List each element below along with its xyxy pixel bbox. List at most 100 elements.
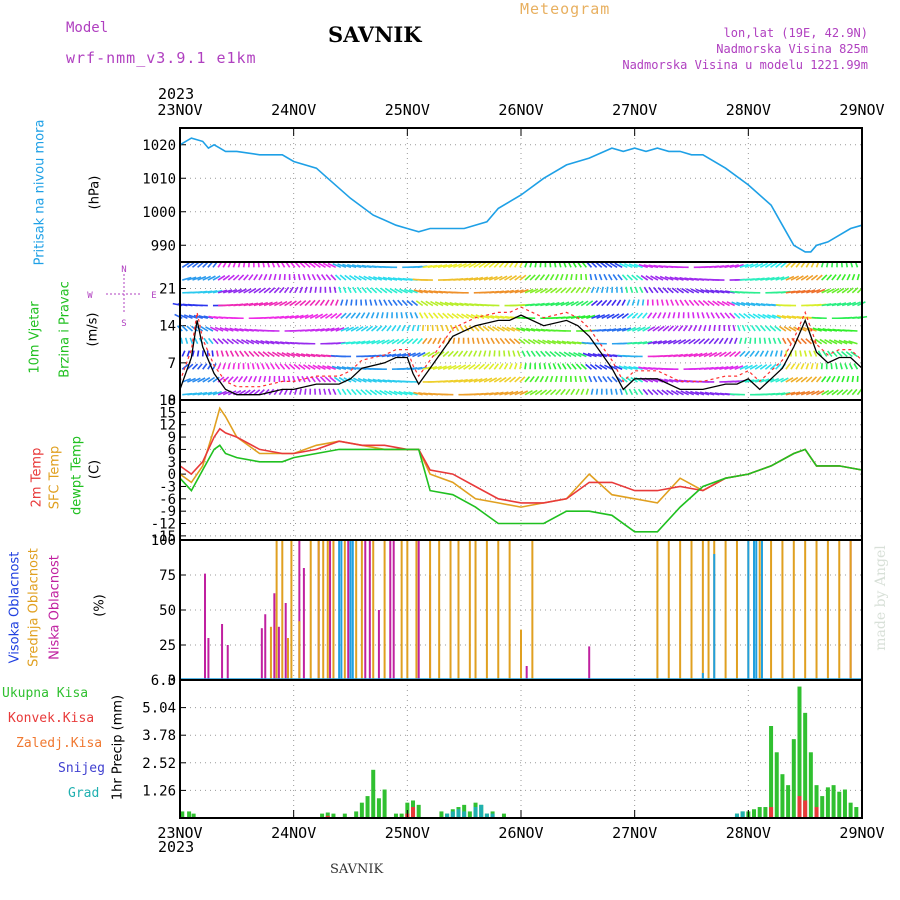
wind-arrow	[626, 327, 637, 332]
wind-arrow	[747, 313, 756, 319]
wind-arrow	[790, 391, 801, 396]
wind-arrow	[406, 324, 411, 332]
x-tick-label-top: 28NOV	[726, 101, 771, 119]
wind-arrow	[496, 326, 505, 332]
wind-arrow	[585, 363, 592, 370]
wind-arrow	[232, 376, 239, 383]
wind-arrow	[212, 289, 223, 294]
precip-bar	[365, 796, 370, 818]
wind-arrow	[270, 340, 280, 345]
wind-arrow	[458, 263, 467, 269]
wind-arrow	[268, 287, 276, 294]
wind-arrow	[696, 312, 700, 319]
wind-arrow	[544, 389, 552, 396]
wind-arrow	[594, 364, 603, 370]
wind-arrow	[626, 312, 634, 319]
y-tick-label: 15	[159, 405, 176, 421]
wind-arrow	[331, 365, 342, 370]
wind-arrow	[816, 274, 823, 281]
wind-arrow	[514, 289, 524, 294]
wind-arrow	[652, 325, 660, 332]
wind-arrow	[673, 353, 683, 358]
wind-arrow	[449, 324, 455, 332]
wind-arrow	[682, 325, 689, 332]
wind-arrow	[463, 262, 472, 269]
wind-arrow	[467, 337, 470, 344]
wind-arrow	[449, 301, 459, 307]
wind-arrow	[248, 274, 254, 281]
wind-arrow	[685, 288, 695, 294]
wind-arrow	[652, 286, 659, 294]
wind-arrow	[488, 261, 496, 268]
wind-arrow	[786, 315, 797, 320]
wind-arrow	[620, 286, 623, 293]
wind-arrow	[846, 287, 854, 294]
wind-arrow	[344, 274, 352, 281]
wind-arrow	[595, 261, 603, 268]
wind-arrow	[391, 325, 397, 332]
wind-arrow	[760, 277, 770, 281]
wind-arrow	[477, 325, 485, 332]
wind-arrow	[565, 388, 571, 396]
wind-arrow	[216, 350, 219, 357]
wind-arrow	[430, 300, 439, 307]
wind-arrow	[325, 327, 335, 332]
wind-arrow	[577, 352, 587, 358]
wind-arrow	[248, 350, 255, 358]
y-tick-label: -15	[151, 529, 176, 545]
wind-arrow	[828, 339, 838, 345]
precip-bar	[325, 815, 330, 818]
y-tick-label: -12	[151, 517, 176, 533]
wind-arrow	[345, 326, 355, 332]
wind-arrow	[376, 325, 383, 332]
precip-bar	[399, 813, 404, 818]
wind-arrow	[183, 314, 193, 320]
wind-arrow	[795, 289, 806, 294]
wind-arrow	[232, 363, 236, 370]
wind-arrow	[851, 287, 859, 294]
y-tick-label: 2.52	[142, 756, 176, 772]
wind-arrow	[284, 315, 294, 320]
wind-arrow	[676, 287, 684, 294]
wind-arrow	[524, 376, 531, 383]
wind-arrow	[708, 351, 718, 358]
wind-arrow	[678, 353, 688, 358]
precip-bar	[825, 787, 830, 818]
wind-arrow	[197, 391, 208, 396]
wind-arrow	[639, 286, 644, 294]
wind-arrow	[345, 299, 349, 306]
wind-arrow	[355, 312, 361, 319]
wind-arrow	[744, 337, 747, 344]
wind-arrow	[817, 350, 823, 357]
wind-arrow	[387, 299, 393, 306]
wind-arrow	[662, 325, 670, 332]
wind-arrow	[790, 376, 799, 383]
wind-arrow	[544, 350, 552, 358]
wind-arrow	[337, 263, 347, 269]
wind-arrow	[371, 339, 381, 345]
wind-arrow	[314, 299, 321, 307]
elevation-text: Nadmorska Visina 825m	[716, 42, 868, 56]
wind-arrow	[783, 325, 792, 332]
wind-arrow	[350, 340, 361, 345]
wind-arrow	[589, 363, 598, 370]
wind-arrow	[524, 363, 527, 370]
wind-arrow	[749, 337, 752, 344]
wind-arrow	[197, 377, 206, 383]
wind-arrow	[192, 261, 200, 268]
wind-arrow	[307, 364, 316, 370]
wind-arrow	[361, 340, 371, 345]
wind-arrow	[679, 276, 689, 281]
precip-bar	[803, 712, 808, 818]
wind-arrow	[347, 286, 352, 294]
wind-arrow	[640, 274, 649, 281]
wind-arrow	[304, 388, 307, 395]
wind-arrow	[628, 388, 634, 396]
wind-arrow	[330, 312, 338, 319]
wind-arrow	[595, 388, 599, 395]
wind-arrow	[575, 388, 580, 396]
wind-arrow	[698, 324, 702, 332]
wind-arrow	[243, 350, 250, 357]
wind-arrow	[386, 338, 395, 345]
wind-arrow	[181, 363, 189, 370]
